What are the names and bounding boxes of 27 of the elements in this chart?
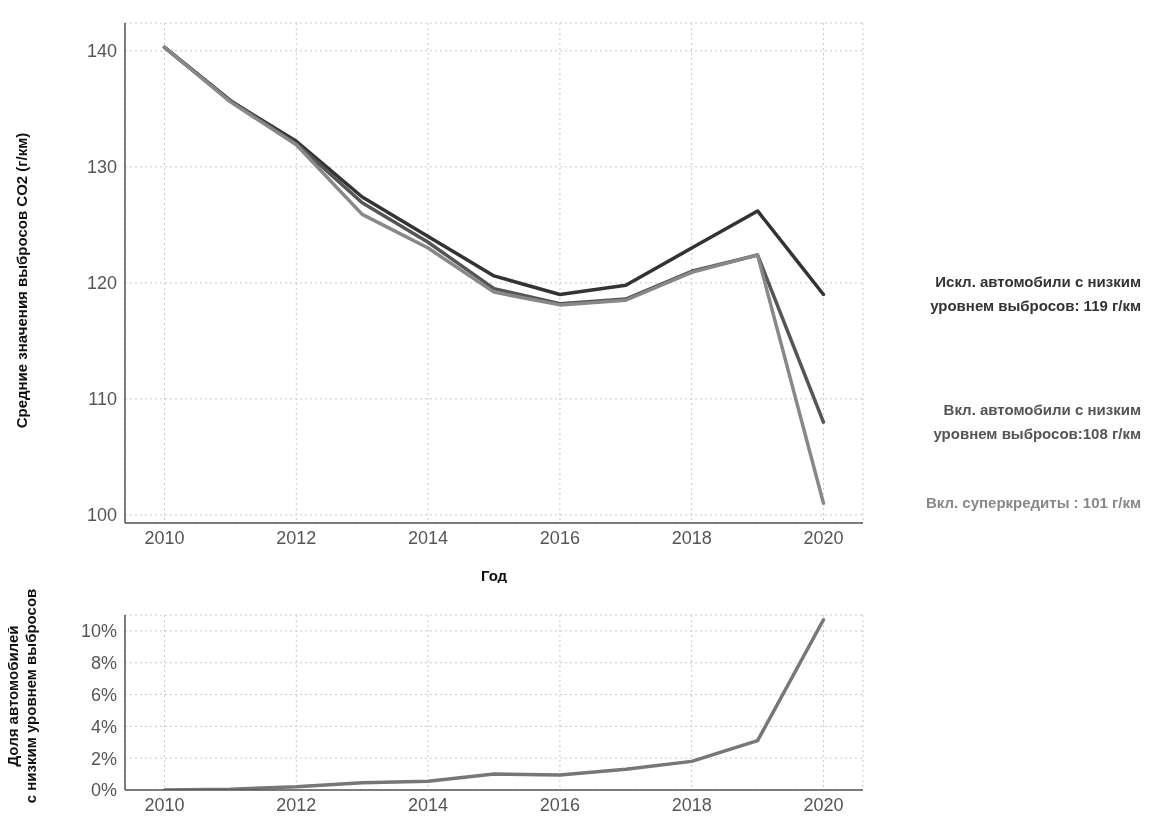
y-tick-label: 0% — [90, 780, 117, 801]
y-tick-label: 140 — [86, 41, 117, 62]
x-tick-label: 2016 — [539, 794, 580, 815]
x-tick-label: 2014 — [408, 527, 449, 548]
x-tick-label: 2020 — [803, 527, 844, 548]
text: Искл. автомобили с низким уровнем выбросов: 119 г/км — [929, 272, 1141, 317]
y-tick-label: 2% — [90, 748, 117, 769]
y-tick-label: 100 — [86, 505, 117, 526]
x-tick-label: 2010 — [144, 527, 185, 548]
text: Вкл. автомобили с низким уровнем выбросов:108 г/км — [932, 400, 1141, 445]
x-tick-label: 2018 — [671, 794, 712, 815]
x-tick-label: 2016 — [539, 527, 580, 548]
y-tick-label: 130 — [86, 157, 117, 178]
x-tick-label: 2014 — [408, 794, 449, 815]
y-tick-label: 4% — [90, 716, 117, 737]
x-tick-label: 2010 — [144, 794, 185, 815]
x-tick-label: 2020 — [803, 794, 844, 815]
y-tick-label: 120 — [86, 273, 117, 294]
text: Вкл. суперкредиты : 101 г/км — [924, 493, 1141, 514]
y-tick-label: 110 — [88, 389, 117, 410]
y-tick-label: 10% — [80, 621, 117, 642]
y-axis-title: Средние значения выбросов CO2 (г/км) — [13, 132, 30, 429]
y-tick-label: 8% — [90, 653, 117, 674]
x-tick-label: 2012 — [276, 527, 317, 548]
y-tick-label: 6% — [90, 684, 117, 705]
x-tick-label: 2012 — [276, 794, 317, 815]
x-tick-label: 2018 — [671, 527, 712, 548]
